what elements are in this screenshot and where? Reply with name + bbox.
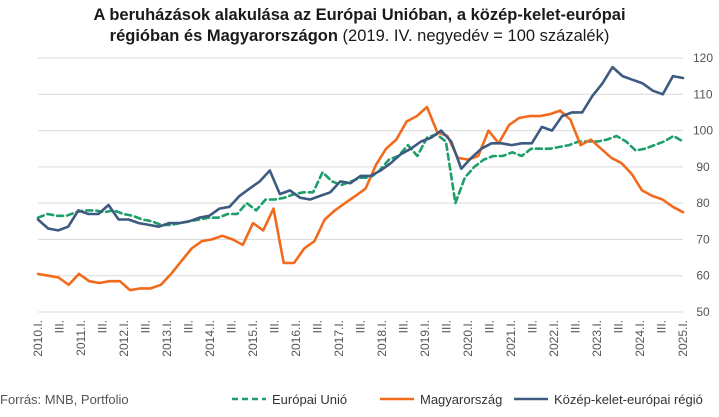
y-tick-label: 70 bbox=[696, 232, 710, 246]
x-tick-label: 2015.I. bbox=[246, 320, 260, 357]
x-axis: 2010.I. III. 2011.I. III. 2012.I. III. 2013.I.… bbox=[31, 320, 690, 357]
x-tick-label: III. bbox=[569, 320, 583, 333]
y-tick-label: 100 bbox=[693, 124, 713, 138]
y-tick-label: 80 bbox=[696, 196, 710, 210]
x-tick-label: III. bbox=[268, 320, 282, 333]
x-tick-label: III. bbox=[139, 320, 153, 333]
x-tick-label: III. bbox=[655, 320, 669, 333]
title-line2-normal: (2019. IV. negyedév = 100 százalék) bbox=[337, 27, 610, 45]
legend-item: Közép-kelet-európai régió bbox=[514, 392, 703, 407]
x-tick-label: III. bbox=[483, 320, 497, 333]
x-tick-label: III. bbox=[96, 320, 110, 333]
legend-item: Európai Unió bbox=[232, 392, 347, 407]
x-tick-label: III. bbox=[397, 320, 411, 333]
legend-label: Magyarország bbox=[420, 392, 502, 407]
x-tick-label: III. bbox=[53, 320, 67, 333]
x-tick-label: 2017.I. bbox=[332, 320, 346, 357]
chart-footer: Forrás: MNB, Portfolio Európai Unió Magyar… bbox=[0, 392, 703, 407]
x-tick-label: 2020.I. bbox=[461, 320, 475, 357]
series-layer bbox=[36, 65, 685, 292]
x-tick-label: 2013.I. bbox=[160, 320, 174, 357]
x-tick-label: 2012.I. bbox=[117, 320, 131, 357]
x-tick-label: 2016.I. bbox=[289, 320, 303, 357]
y-tick-label: 50 bbox=[696, 305, 710, 319]
x-tick-label: III. bbox=[526, 320, 540, 333]
x-tick-label: III. bbox=[225, 320, 239, 333]
y-axis: 50 60 70 80 90 100 110 120 bbox=[693, 51, 713, 319]
series-line-2 bbox=[36, 105, 685, 292]
grid-layer bbox=[38, 57, 683, 313]
series-line-3 bbox=[36, 65, 685, 232]
x-tick-label: III. bbox=[612, 320, 626, 333]
title-line2-bold: régióban és Magyarországon bbox=[109, 27, 338, 45]
source-text: Forrás: MNB, Portfolio bbox=[0, 392, 129, 407]
chart-title: A beruházások alakulása az Európai Uniób… bbox=[0, 5, 719, 47]
x-tick-label: III. bbox=[182, 320, 196, 333]
x-tick-label: 2023.I. bbox=[590, 320, 604, 357]
series-line-1 bbox=[36, 132, 685, 227]
y-tick-label: 120 bbox=[693, 51, 713, 65]
x-tick-label: 2024.I. bbox=[633, 320, 647, 357]
legend-label: Közép-kelet-európai régió bbox=[554, 392, 703, 407]
title-line1: A beruházások alakulása az Európai Uniób… bbox=[93, 6, 626, 24]
x-tick-label: 2014.I. bbox=[203, 320, 217, 357]
y-tick-label: 60 bbox=[696, 269, 710, 283]
legend-label: Európai Unió bbox=[272, 392, 347, 407]
y-tick-label: 90 bbox=[696, 160, 710, 174]
x-tick-label: 2021.I. bbox=[504, 320, 518, 357]
y-tick-label: 110 bbox=[693, 87, 712, 101]
legend-item: Magyarország bbox=[380, 392, 502, 407]
x-tick-label: 2022.I. bbox=[547, 320, 561, 357]
x-tick-label: 2025.I. bbox=[676, 320, 690, 357]
x-tick-label: III. bbox=[311, 320, 325, 333]
x-tick-label: 2018.I. bbox=[375, 320, 389, 357]
x-tick-label: III. bbox=[440, 320, 454, 333]
x-tick-label: 2011.I. bbox=[74, 320, 88, 356]
x-tick-label: III. bbox=[354, 320, 368, 333]
x-tick-label: 2019.I. bbox=[418, 320, 432, 357]
x-tick-label: 2010.I. bbox=[31, 320, 45, 357]
